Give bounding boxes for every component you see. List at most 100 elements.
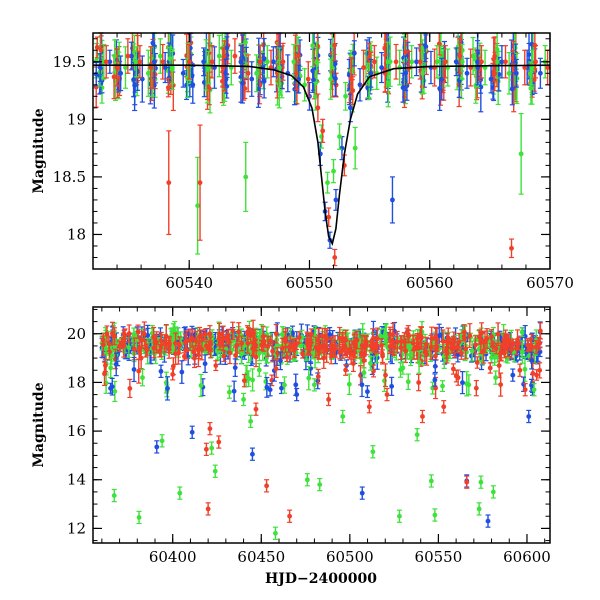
red-point <box>112 356 118 362</box>
blue-point <box>162 65 168 70</box>
red-point <box>528 346 534 351</box>
blue-point <box>332 76 338 82</box>
blue-point <box>222 70 228 76</box>
blue-point <box>118 70 124 76</box>
green-point <box>277 65 282 70</box>
red-point <box>291 347 297 353</box>
red-point <box>479 59 484 65</box>
red-point <box>126 331 132 337</box>
red-point <box>186 59 192 65</box>
red-point <box>538 328 543 334</box>
green-point <box>434 59 440 65</box>
red-point <box>135 329 141 335</box>
red-point <box>202 331 208 337</box>
green-point <box>385 59 391 65</box>
red-point <box>232 53 238 59</box>
green-point <box>112 53 118 59</box>
red-point <box>372 59 377 65</box>
blue-point <box>537 349 543 355</box>
blue-point <box>379 65 385 70</box>
blue-point <box>190 82 196 88</box>
red-point <box>321 355 327 361</box>
red-point <box>387 344 393 349</box>
red-point <box>515 337 520 343</box>
blue-point <box>488 76 494 82</box>
red-point <box>207 331 213 337</box>
green-point <box>243 39 248 45</box>
red-point <box>141 331 147 337</box>
green-point <box>310 43 316 49</box>
blue-point <box>390 197 395 203</box>
red-point <box>181 354 187 359</box>
green-point <box>103 346 109 352</box>
green-point <box>470 53 476 59</box>
red-point <box>352 342 357 348</box>
blue-point <box>537 70 543 76</box>
red-point <box>114 65 120 70</box>
red-point <box>457 53 463 59</box>
red-point <box>522 65 528 70</box>
green-point <box>331 168 336 174</box>
green-point <box>518 151 524 157</box>
red-point <box>354 337 360 343</box>
green-point <box>337 134 342 140</box>
blue-point <box>129 53 134 59</box>
red-point <box>275 350 280 356</box>
red-point <box>509 245 514 251</box>
green-point <box>459 59 465 65</box>
red-point <box>94 45 100 50</box>
red-point <box>380 351 385 357</box>
blue-point <box>201 59 207 65</box>
blue-point <box>400 85 406 91</box>
red-point <box>350 88 356 93</box>
red-point <box>452 345 457 351</box>
green-point <box>494 59 500 65</box>
green-point <box>528 85 534 91</box>
red-point <box>404 329 410 335</box>
y-tick-label: 19 <box>67 110 86 128</box>
x-tick-label: 60560 <box>406 274 454 292</box>
green-point <box>123 65 128 70</box>
top-panel-zoomed-light-curve: 60540 60550 60560 60570 18 18.5 19 19.5 Magnitu… <box>31 32 574 292</box>
red-point <box>189 336 195 341</box>
red-point <box>162 340 168 346</box>
top-panel-ticks: 60540 60550 60560 60570 18 18.5 19 19.5 <box>53 33 574 292</box>
red-point <box>166 346 172 352</box>
red-point <box>236 329 242 335</box>
red-point <box>273 331 279 337</box>
red-point <box>479 330 485 336</box>
red-point <box>165 85 171 91</box>
y-tick-label: 18.5 <box>53 168 86 186</box>
green-point <box>529 65 535 70</box>
red-point <box>467 333 473 339</box>
red-point <box>456 339 462 345</box>
blue-point <box>249 76 255 82</box>
red-point <box>160 59 166 65</box>
red-point <box>320 128 326 134</box>
x-tick-label: 60550 <box>286 274 334 292</box>
blue-point <box>240 80 245 86</box>
green-point <box>328 76 333 82</box>
red-point <box>489 334 494 340</box>
green-point <box>313 93 318 99</box>
blue-point <box>131 77 137 82</box>
red-point <box>217 332 222 338</box>
top-panel-frame <box>92 32 551 270</box>
red-point <box>444 350 450 356</box>
red-point <box>239 340 245 346</box>
red-point <box>196 352 201 358</box>
green-point <box>325 180 330 186</box>
red-point <box>459 350 464 356</box>
red-point <box>199 346 205 352</box>
red-point <box>148 65 154 70</box>
red-point <box>137 59 143 65</box>
red-point <box>221 353 227 359</box>
red-point <box>270 348 276 354</box>
red-point <box>98 47 104 53</box>
red-point <box>533 59 538 65</box>
red-point <box>390 332 396 337</box>
green-point <box>469 348 475 354</box>
blue-point <box>351 50 357 56</box>
